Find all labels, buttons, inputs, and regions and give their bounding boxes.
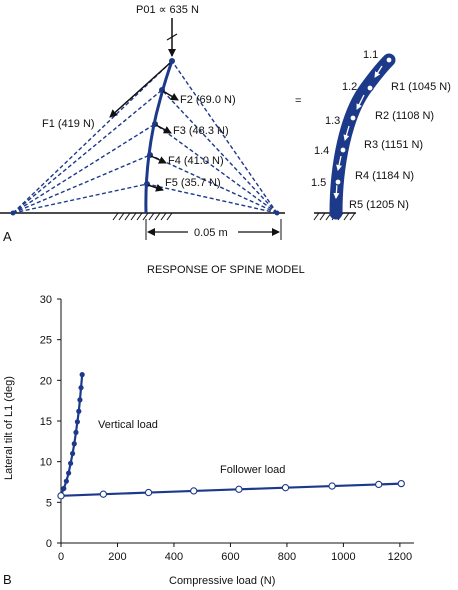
distance-label: 0.05 m: [194, 227, 228, 239]
data-point-follower-load: [397, 479, 405, 488]
data-point-vertical-load: [73, 429, 79, 435]
spine-rod: [144, 60, 174, 214]
series-line-follower-load: [60, 482, 402, 497]
data-point-follower-load: [375, 480, 383, 489]
data-point-vertical-load: [68, 460, 74, 466]
reaction-r2: R2 (1108 N): [375, 110, 434, 122]
data-point-vertical-load: [69, 450, 76, 457]
data-point-vertical-load: [79, 372, 85, 378]
panel-b-label: B: [3, 572, 12, 587]
x-tick-label: 1200: [388, 551, 412, 563]
level-1-2: 1.2: [342, 81, 357, 93]
f1-arrow: [109, 62, 171, 118]
data-point-vertical-load: [71, 441, 77, 447]
y-tick-label: 20: [40, 375, 52, 387]
right-anchor: [274, 210, 280, 216]
data-point-follower-load: [99, 490, 108, 498]
y-tick-label: 5: [46, 497, 52, 509]
x-tick-label: 200: [108, 551, 126, 563]
level-1-3: 1.3: [325, 115, 340, 127]
data-point-vertical-load: [76, 408, 82, 414]
follower-load-label: Follower load: [220, 464, 285, 476]
f4-label: F4 (41.0 N): [168, 155, 224, 167]
data-point-vertical-load: [63, 478, 69, 484]
ground-hatch: [112, 212, 173, 221]
level-1-1: 1.1: [363, 49, 378, 61]
chart-axes: 0 200 400 600 800 1000 1200 0 5 10 15 20 25 30: [40, 294, 414, 563]
data-point-follower-load: [281, 484, 290, 492]
f5-arrow: [147, 183, 164, 192]
vertical-load-label: Vertical load: [98, 419, 158, 431]
data-point-vertical-load: [66, 470, 72, 476]
data-point-follower-load: [328, 482, 336, 490]
chart-series: [57, 372, 405, 500]
panel-b: RESPONSE OF SPINE MODEL 0 200 400 600 800 100…: [3, 264, 414, 587]
level-1-5: 1.5: [311, 177, 326, 189]
f4-arrow: [150, 155, 167, 164]
cables: [12, 60, 278, 214]
x-tick-label: 0: [58, 551, 64, 563]
y-tick-label: 25: [40, 335, 52, 347]
reaction-r1: R1 (1045 N): [391, 81, 451, 93]
f3-label: F3 (48.3 N): [173, 125, 229, 137]
level-1-4: 1.4: [314, 145, 329, 157]
y-tick-label: 10: [40, 457, 52, 469]
data-point-vertical-load: [74, 419, 80, 425]
reaction-r4: R4 (1184 N): [355, 170, 414, 182]
data-point-follower-load: [190, 487, 198, 495]
x-tick-label: 400: [165, 551, 183, 563]
data-point-vertical-load: [61, 485, 67, 492]
y-tick-label: 15: [40, 416, 52, 428]
top-load-label: P01 ∝ 635 N: [136, 4, 199, 16]
top-load-break: [166, 33, 178, 41]
f2-label: F2 (69.0 N): [180, 94, 236, 106]
equals-sign: =: [295, 95, 301, 107]
f3-arrow: [155, 124, 172, 134]
data-point-vertical-load: [77, 397, 83, 403]
reaction-r5: R5 (1205 N): [349, 199, 409, 211]
chart-title: RESPONSE OF SPINE MODEL: [147, 264, 305, 276]
panel-a: P01 ∝ 635 N F1 (419 N) F2 (69.0 N) F3 (4…: [0, 4, 451, 244]
left-anchor: [10, 210, 16, 216]
data-point-follower-load: [57, 492, 65, 500]
column-nodes: [334, 56, 393, 186]
x-tick-label: 1000: [331, 551, 355, 563]
y-tick-label: 30: [40, 294, 52, 306]
data-point-follower-load: [235, 485, 243, 493]
column-inner-arrows: [333, 65, 383, 199]
series-line-vertical-load: [59, 374, 84, 496]
x-tick-label: 800: [278, 551, 296, 563]
f1-label: F1 (419 N): [42, 118, 95, 130]
y-tick-label: 0: [46, 538, 52, 550]
x-axis-label: Compressive load (N): [169, 575, 275, 587]
panel-a-label: A: [3, 229, 12, 244]
reaction-column: 1.1 1.2 1.3 1.4 1.5 R1 (1045 N) R2 (1108…: [311, 49, 451, 221]
data-point-follower-load: [144, 488, 153, 497]
data-point-vertical-load: [78, 385, 84, 391]
y-axis-label: Lateral tilt of L1 (deg): [3, 376, 15, 480]
f5-label: F5 (35.7 N): [165, 177, 221, 189]
f2-arrow: [162, 90, 179, 101]
x-tick-label: 600: [221, 551, 239, 563]
reaction-r3: R3 (1151 N): [364, 139, 423, 151]
